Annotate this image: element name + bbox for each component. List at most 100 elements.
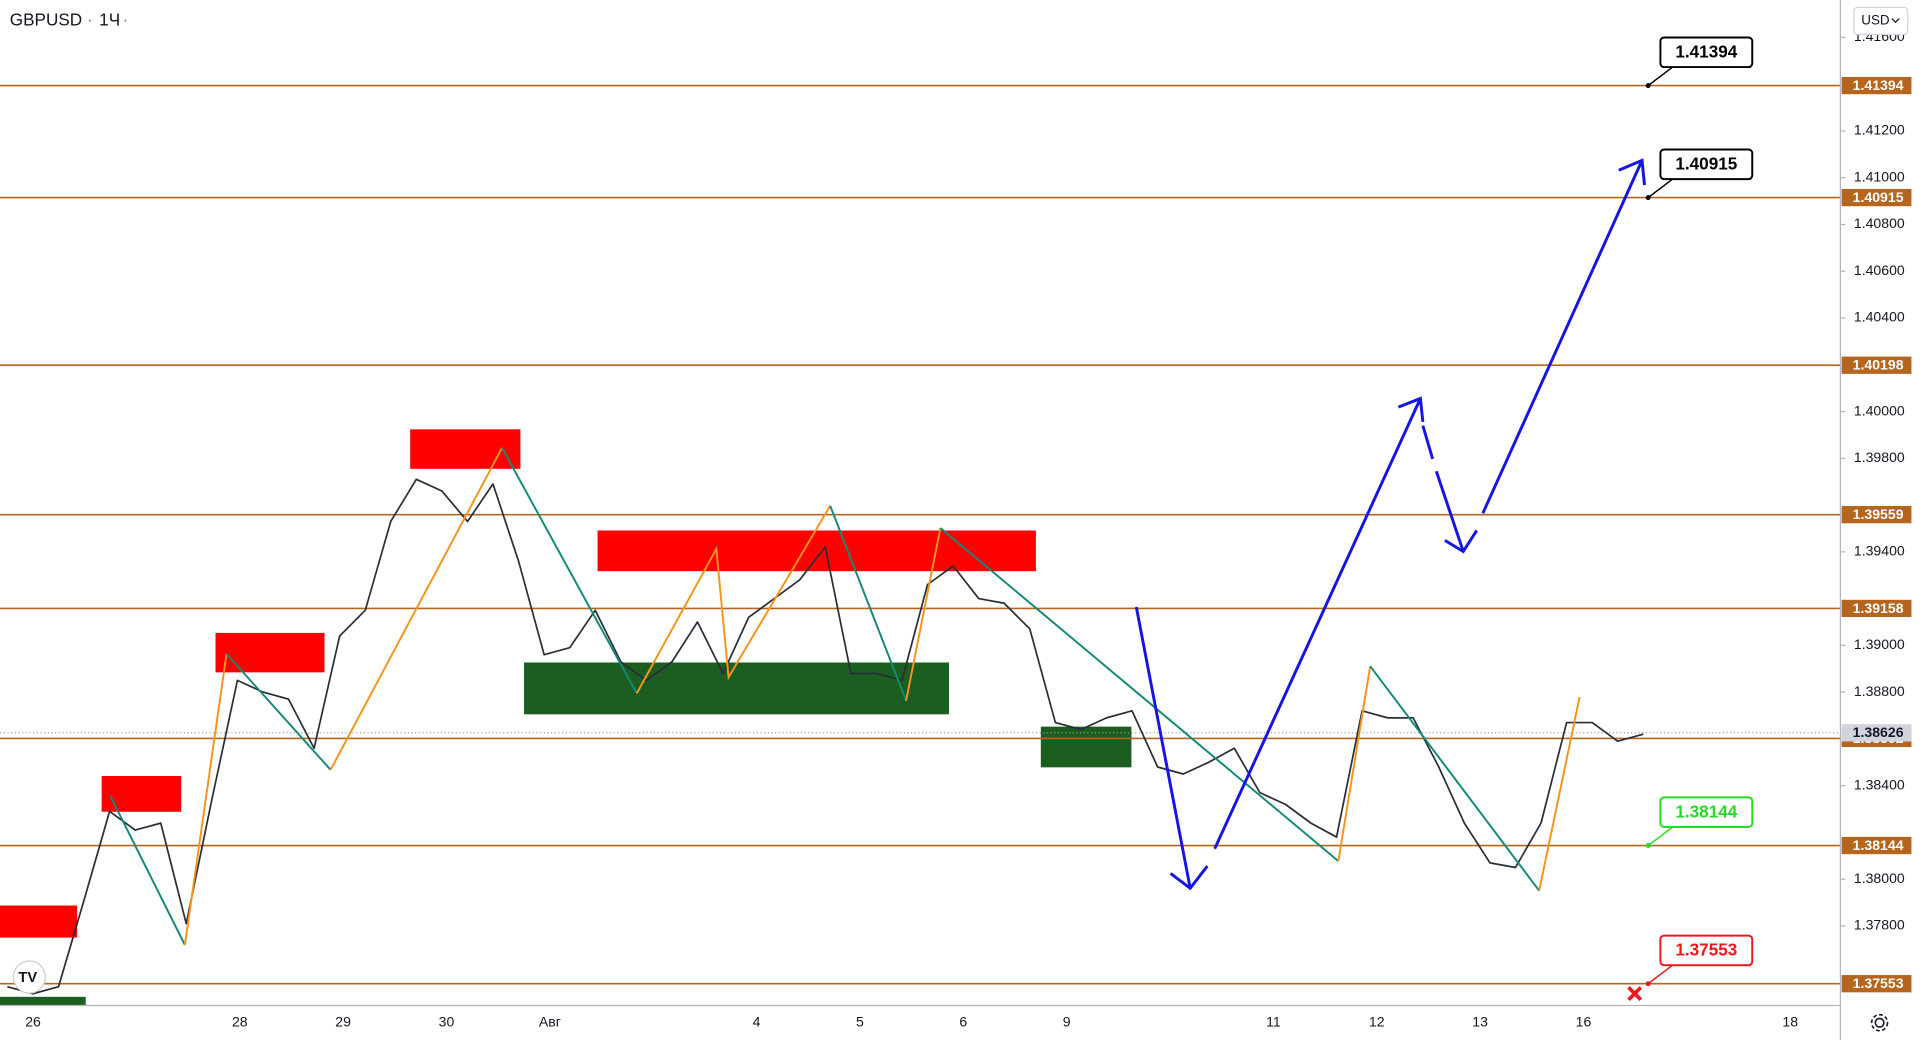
- x-tick-label: 28: [232, 1013, 248, 1029]
- zigzag-down: [1369, 665, 1540, 892]
- level-tag: [1841, 836, 1912, 855]
- arrow: [1421, 425, 1435, 460]
- settings-icon[interactable]: [1870, 1013, 1889, 1032]
- last-price-tag: [1841, 724, 1912, 742]
- x-tick-label: 18: [1782, 1013, 1798, 1029]
- zigzag-down: [109, 795, 186, 946]
- arrow: [1481, 159, 1644, 514]
- callout-box: [1659, 148, 1754, 181]
- demand-zone: [524, 662, 949, 715]
- callout-anchor: [1645, 843, 1651, 848]
- supply-zone: [215, 632, 325, 673]
- callout-label: 1.37553: [1675, 940, 1737, 960]
- callout-anchor: [1645, 981, 1651, 987]
- dropdown-caret: [1891, 18, 1900, 24]
- zigzag-up: [1337, 666, 1372, 862]
- callout-pointer: [1647, 964, 1674, 985]
- x-tick-label: 11: [1266, 1013, 1281, 1029]
- y-tick-label: 1.38400: [1854, 776, 1905, 792]
- x-tick-label: 4: [753, 1013, 761, 1029]
- level-tag: [1841, 506, 1912, 524]
- separator: ·: [87, 9, 93, 29]
- x-tick-label: 5: [856, 1013, 864, 1029]
- y-tick-label: 1.39800: [1854, 449, 1905, 465]
- arrow-head: [1169, 865, 1209, 891]
- logo-mark: TV: [18, 970, 37, 986]
- y-tick-label: 1.40800: [1854, 215, 1905, 231]
- level-tag-label: 1.39559: [1853, 506, 1904, 522]
- callout-box: [1659, 934, 1754, 967]
- y-tick-label: 1.40000: [1854, 402, 1905, 418]
- x-tick-label: 12: [1369, 1013, 1385, 1029]
- arrow-head: [1397, 396, 1425, 423]
- callout-box: [1659, 796, 1754, 829]
- zigzag-down: [501, 447, 638, 694]
- stop-mark: [1627, 986, 1643, 1002]
- zigzag-down: [939, 527, 1339, 862]
- time-axis: 26 28 29 30 Авг 4 5 6 9 11 12 13 16 18: [25, 1013, 1798, 1029]
- level-tag-label: 1.40915: [1853, 189, 1904, 205]
- price-series: [7, 478, 1644, 995]
- callout-anchor: [1645, 83, 1651, 89]
- y-tick-label: 1.38800: [1854, 683, 1905, 699]
- x-tick-label: 26: [25, 1013, 41, 1029]
- price-line: [7, 478, 1644, 995]
- x-tick-label: 29: [335, 1013, 351, 1029]
- demand-zone: [1040, 726, 1132, 768]
- level-tag: [1841, 356, 1912, 374]
- arrow-head: [1618, 158, 1646, 186]
- supply-zone: [410, 429, 521, 469]
- logo: TV: [12, 960, 46, 994]
- levels: 1.41394 1.40915 1.38144 1.37553: [0, 36, 1841, 1002]
- y-tick-label: 1.39000: [1854, 636, 1905, 652]
- callout-label: 1.40915: [1675, 153, 1737, 173]
- zigzag-up: [635, 505, 832, 694]
- y-tick-label: 1.40400: [1854, 309, 1905, 325]
- supply-zone: [597, 530, 1036, 572]
- zones: [0, 429, 1132, 1006]
- y-tick-label: 1.41200: [1854, 122, 1905, 138]
- callout-pointer: [1647, 178, 1674, 199]
- level-tag-label: 1.38144: [1853, 837, 1904, 853]
- supply-zone: [101, 775, 182, 812]
- demand-zone: [0, 996, 86, 1006]
- x-tick-label: 16: [1576, 1013, 1592, 1029]
- x-tick-label: 30: [439, 1013, 455, 1029]
- separator: ·: [122, 9, 128, 29]
- y-tick-label: 1.41000: [1854, 168, 1905, 184]
- callout-label: 1.41394: [1675, 41, 1737, 61]
- level-tag: [1841, 599, 1912, 618]
- price-axis: 1.416001.412001.410001.408001.406001.404…: [1840, 28, 1912, 993]
- x-tick-label: 9: [1063, 1013, 1071, 1029]
- zigzag-up: [183, 653, 228, 946]
- level-tag-label: 1.37553: [1853, 975, 1904, 991]
- callout-pointer: [1647, 826, 1674, 847]
- level-tag-label: 1.40198: [1853, 357, 1904, 373]
- callout-pointer: [1647, 66, 1674, 87]
- interval: 1Ч: [99, 9, 120, 29]
- y-tick-label: 1.40600: [1854, 262, 1905, 278]
- zigzag-down: [225, 653, 332, 771]
- arrow: [1134, 606, 1192, 889]
- level-tag: [1841, 975, 1912, 993]
- y-tick-label: 1.39400: [1854, 543, 1905, 559]
- supply-zone: [0, 905, 78, 938]
- currency-button[interactable]: [1853, 6, 1909, 36]
- currency[interactable]: USD: [1861, 13, 1890, 28]
- x-tick-label: Авг: [539, 1013, 561, 1029]
- callout-box: [1659, 36, 1754, 69]
- arrow: [1434, 470, 1465, 552]
- x-tick-label: 13: [1472, 1013, 1488, 1029]
- zigzag: [109, 447, 1581, 946]
- x-tick-label: 6: [959, 1013, 967, 1029]
- level-tag: [1841, 76, 1912, 95]
- level-tag: [1841, 188, 1912, 207]
- callout-anchor: [1645, 195, 1651, 201]
- zigzag-down: [829, 505, 908, 702]
- y-tick-label: 1.37800: [1854, 917, 1905, 933]
- arrow-head: [1444, 529, 1478, 554]
- arrow: [1213, 397, 1422, 850]
- last-price-label: 1.38626: [1853, 724, 1904, 740]
